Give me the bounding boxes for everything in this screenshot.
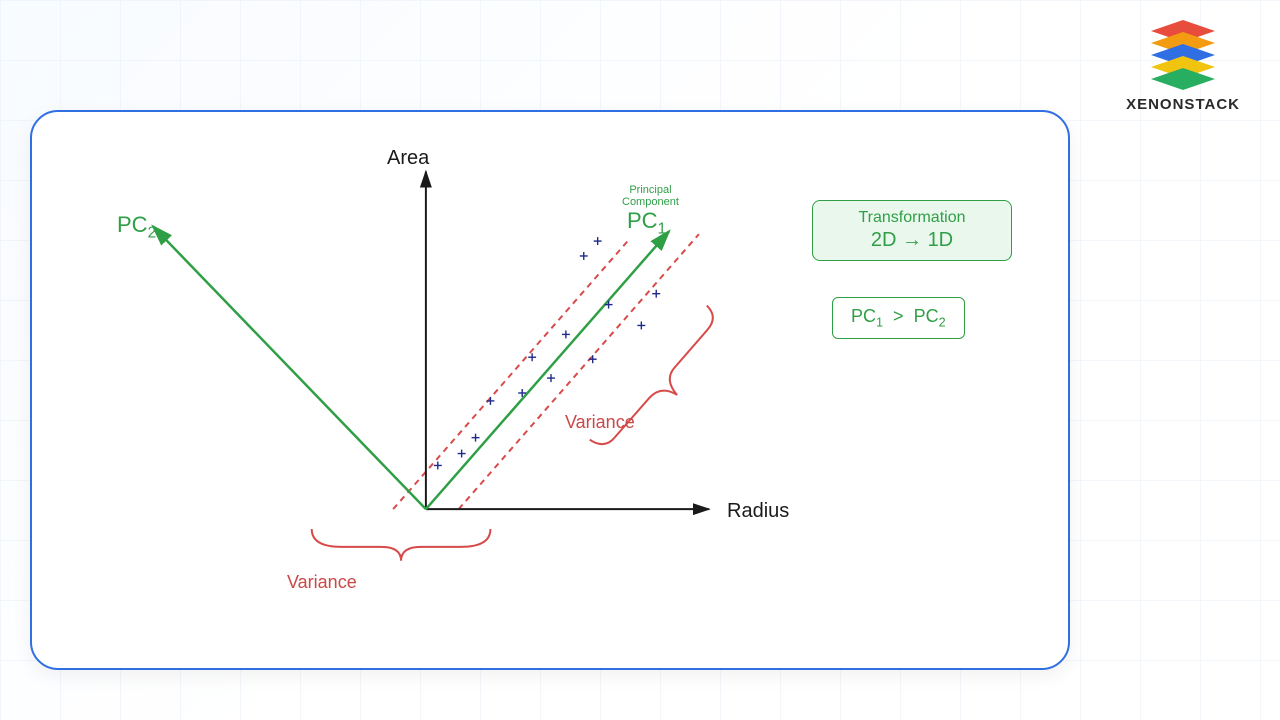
- y-axis-label: Area: [387, 147, 429, 170]
- brand-logo: XENONSTACK: [1126, 20, 1240, 113]
- variance-brace-left: [312, 529, 491, 561]
- x-axis-label: Radius: [727, 500, 789, 523]
- pc-compare-box: PC1 > PC2: [832, 297, 965, 339]
- variance-label-left: Variance: [287, 572, 357, 593]
- pc2-label: PC2: [117, 212, 156, 242]
- pca-diagram: [32, 112, 1068, 668]
- brand-name: XENONSTACK: [1126, 96, 1240, 113]
- variance-band-lower: [459, 234, 699, 509]
- variance-label-right: Variance: [565, 412, 635, 433]
- pc1-label: PC1: [627, 208, 666, 238]
- variance-band-upper: [393, 239, 629, 509]
- diagram-card: Area Radius PC2 PrincipalComponent PC1 V…: [30, 110, 1070, 670]
- data-points: [434, 237, 660, 469]
- pc1-vector: [426, 231, 669, 509]
- logo-stack-icon: [1143, 20, 1223, 90]
- transformation-box: Transformation 2D → 1D: [812, 200, 1012, 261]
- pc1-small-label: PrincipalComponent: [622, 184, 679, 208]
- pc2-vector: [153, 226, 426, 509]
